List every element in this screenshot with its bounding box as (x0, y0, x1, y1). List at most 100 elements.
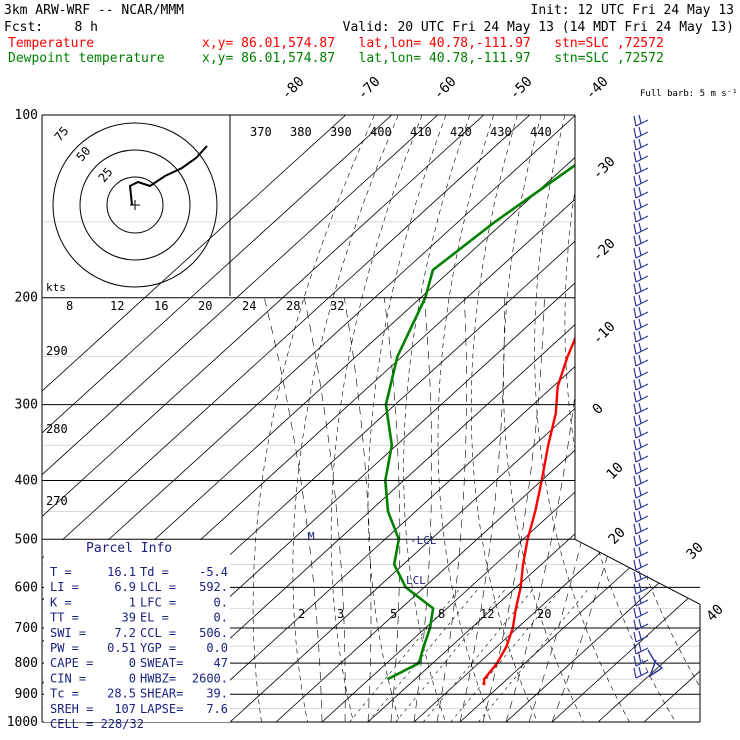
wind-barb (638, 342, 642, 352)
wind-barb (633, 643, 637, 655)
wind-barb (635, 155, 649, 163)
wind-barb (638, 294, 642, 304)
wind-barb (635, 587, 649, 595)
moist-adiabat (551, 297, 665, 722)
parcel-value: 0 (129, 656, 136, 670)
wind-barb (638, 426, 642, 436)
forecast-hour: Fcst: 8 h (4, 20, 98, 35)
pressure-tick-label: 200 (15, 291, 38, 306)
wind-barb (638, 126, 642, 136)
wind-barb (638, 474, 642, 484)
dry-adiabat (704, 115, 740, 722)
wind-barb (638, 354, 642, 364)
parcel-value: 2600. (192, 671, 228, 685)
isotherm-line (551, 115, 700, 722)
wind-barb (633, 439, 637, 451)
wind-barb (633, 139, 637, 151)
wind-barb (633, 655, 637, 667)
dry-adiabat (470, 115, 538, 722)
isotherm-line (413, 115, 700, 722)
theta-label: 290 (46, 344, 68, 358)
parcel-value: 7.6 (206, 702, 228, 716)
dry-adiabat (593, 115, 700, 722)
wind-barb (635, 227, 649, 235)
parcel-label: SWEAT= (140, 656, 183, 670)
parcel-value: 0.51 (107, 641, 136, 655)
parcel-label: SREH = (50, 702, 93, 716)
parcel-label: PW = (50, 641, 79, 655)
adiabat-label: 430 (490, 125, 512, 139)
temperature-location: x,y= 86.01,574.87 lat,lon= 40.78,-111.97… (202, 36, 664, 51)
wind-barb (635, 167, 649, 175)
moist-adiabat (505, 297, 585, 722)
isotherm-top-label: -70 (355, 74, 384, 103)
parcel-value: 0 (129, 671, 136, 685)
parcel-value: 506. (199, 626, 228, 640)
hodograph-speed-label: 20 (198, 299, 212, 313)
wind-barb (635, 395, 649, 403)
wind-barb (633, 475, 637, 487)
isotherm-right-label: -20 (590, 236, 619, 265)
moist-adiabat (482, 297, 545, 722)
wind-barb (635, 563, 649, 571)
hodograph-ring-label: 25 (96, 165, 116, 185)
wind-barb (633, 283, 637, 295)
parcel-label: Tc = (50, 687, 79, 701)
moist-adiabat (413, 297, 433, 722)
wind-barb (635, 179, 649, 187)
valid-time: Valid: 20 UTC Fri 24 May 13 (14 MDT Fri … (343, 20, 734, 35)
wind-barb (635, 275, 649, 283)
isotherm-line (597, 115, 700, 722)
wind-barb (633, 631, 637, 643)
wind-barb (633, 607, 637, 619)
wind-barb (635, 359, 649, 367)
wind-barb (635, 143, 649, 151)
lcl-marker: LCL (406, 574, 426, 587)
wind-barb (638, 498, 642, 508)
parcel-label: HWBZ= (140, 671, 176, 685)
wind-barb (633, 151, 637, 163)
parcel-value: 0.0 (206, 641, 228, 655)
isotherm-top-label: -50 (507, 74, 536, 103)
pressure-tick-label: 500 (15, 532, 38, 547)
parcel-value: 0. (214, 595, 228, 609)
wind-barb (635, 443, 649, 451)
parcel-info-title: Parcel Info (86, 541, 172, 556)
wind-barb (633, 391, 637, 403)
isotherm-top-label: -40 (583, 74, 612, 103)
isotherm-line (321, 115, 700, 722)
dry-adiabat (292, 115, 399, 722)
wind-barb (633, 331, 637, 343)
dry-adiabat (437, 115, 494, 722)
parcel-info-panel: Parcel Info T = 16.1 Td = -5.4 LI = 6.9 LCL = 59… (44, 540, 230, 731)
hodograph-speed-label: 12 (110, 299, 124, 313)
isotherm-right-label: 40 (704, 602, 727, 625)
wind-barb (635, 191, 649, 199)
pressure-tick-label: 100 (15, 108, 38, 123)
wind-barb (635, 431, 649, 439)
wind-barb (638, 306, 642, 316)
parcel-value: 47 (214, 656, 228, 670)
wind-barb (633, 487, 637, 499)
wind-barb (633, 367, 637, 379)
parcel-value: -5.4 (199, 565, 228, 579)
wind-barb (633, 571, 637, 583)
wind-barb (633, 295, 637, 307)
wind-barb (635, 119, 649, 127)
wind-barb (633, 511, 637, 523)
wind-barb (638, 534, 642, 544)
adiabat-label: 420 (450, 125, 472, 139)
hodograph-speed-label: 32 (330, 299, 344, 313)
isotherm-line (505, 115, 700, 722)
isotherm-line (42, 115, 346, 722)
wind-barb (633, 559, 637, 571)
parcel-value: 107 (114, 702, 136, 716)
isotherm-line (643, 115, 700, 722)
wind-barb (638, 630, 642, 640)
pressure-tick-label: 700 (15, 621, 38, 636)
temperature-legend: Temperature (8, 36, 94, 51)
wind-barb (633, 451, 637, 463)
mixing-ratio-line (395, 587, 508, 722)
wind-barb (635, 647, 649, 655)
parcel-label: LAPSE= (140, 702, 183, 716)
